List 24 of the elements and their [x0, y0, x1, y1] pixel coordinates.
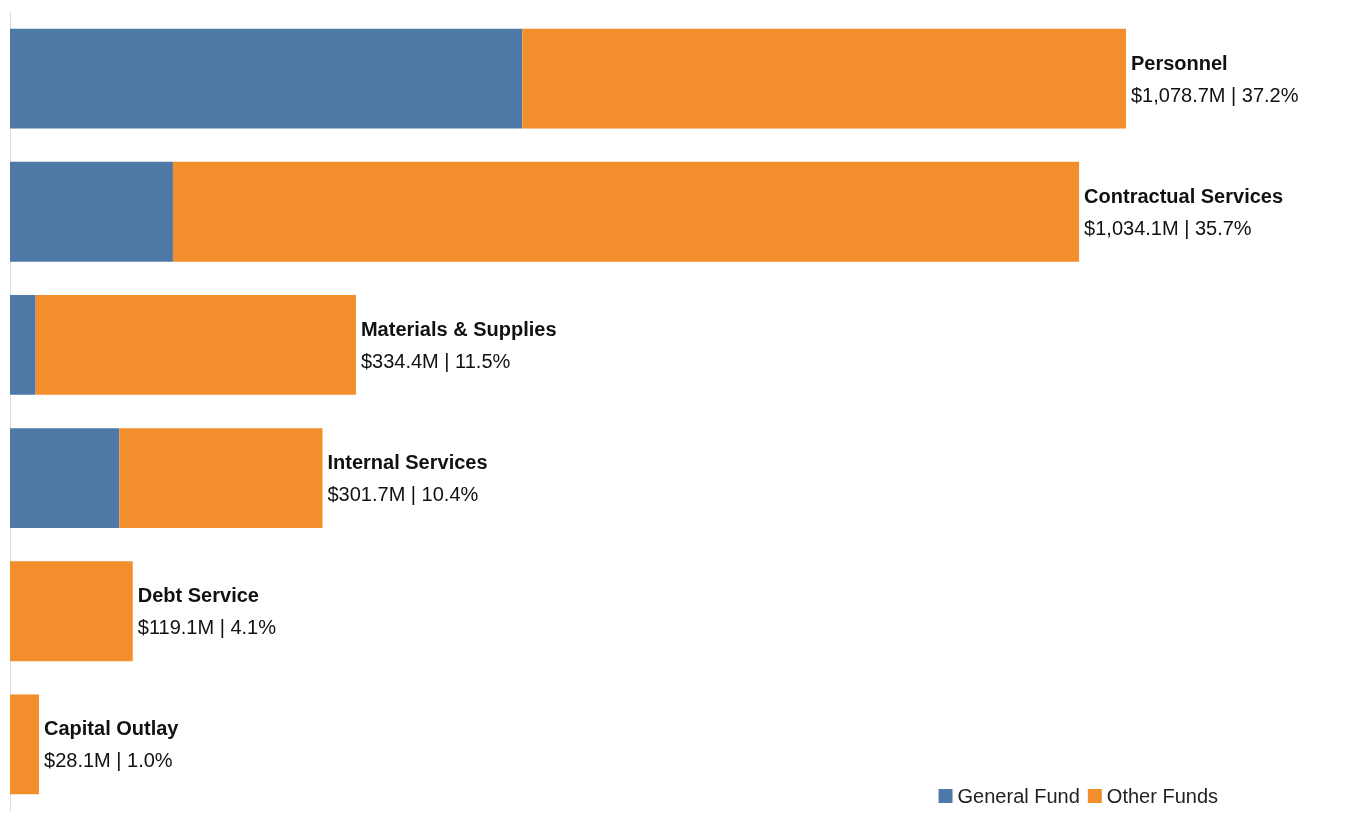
- bar: [119, 428, 323, 529]
- y-tick-label: Personnel: [1130, 51, 1228, 74]
- bar: [10, 428, 120, 529]
- bar: [35, 294, 356, 395]
- bar: [522, 28, 1126, 129]
- total-label: $28.1M | 1.0%: [44, 749, 173, 772]
- y-tick-label: Capital Outlay: [44, 717, 180, 740]
- total-label: $334.4M | 11.5%: [360, 349, 511, 372]
- total-label: $1,034.1M | 35.7%: [1084, 216, 1252, 239]
- bar: [10, 161, 173, 262]
- bar: [10, 28, 523, 129]
- total-label: $1,078.7M | 37.2%: [1130, 83, 1299, 106]
- bar: [10, 561, 133, 662]
- y-tick-label: Contractual Services: [1084, 184, 1284, 207]
- y-tick-label: Debt Service: [137, 584, 259, 607]
- legend-label: Other Funds: [1106, 785, 1219, 807]
- y-tick-label: Materials & Supplies: [360, 317, 557, 340]
- bar: [10, 694, 40, 795]
- y-tick-label: Internal Services: [327, 451, 488, 474]
- total-label: $119.1M | 4.1%: [137, 616, 277, 639]
- legend-label: General Fund: [957, 785, 1080, 807]
- total-label: $301.7M | 10.4%: [327, 483, 479, 506]
- bar: [172, 161, 1080, 262]
- bar: [10, 294, 36, 395]
